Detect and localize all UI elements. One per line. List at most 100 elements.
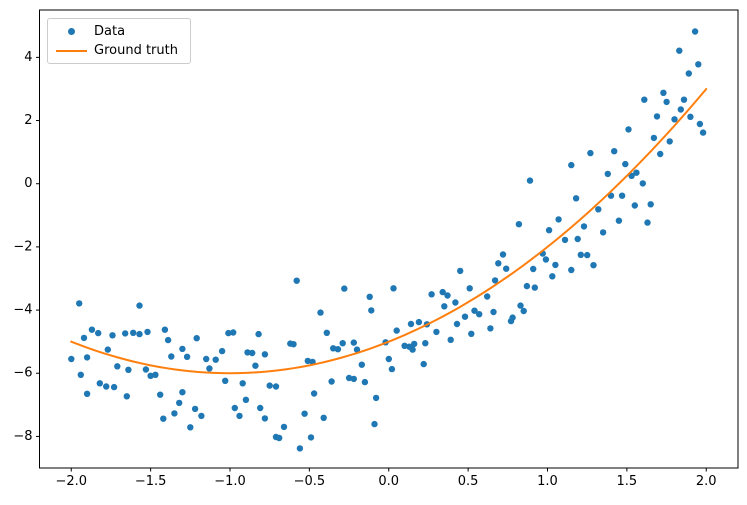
scatter-point — [699, 129, 707, 136]
scatter-point — [334, 346, 342, 353]
scatter-point — [490, 308, 497, 316]
scatter-point — [83, 354, 91, 361]
ground-truth-line-icon — [55, 49, 87, 52]
scatter-point — [447, 336, 454, 343]
scatter-point — [88, 326, 96, 333]
scatter-point — [615, 217, 623, 224]
scatter-point — [290, 341, 297, 348]
scatter-point — [203, 355, 210, 363]
scatter-point — [580, 223, 588, 230]
scatter-point — [83, 390, 91, 397]
scatter-point — [568, 161, 575, 169]
scatter-point — [441, 303, 448, 310]
scatter-point — [104, 346, 112, 353]
scatter-point — [350, 339, 357, 346]
scatter-point — [552, 261, 559, 269]
scatter-point — [633, 169, 640, 176]
scatter-point — [68, 355, 75, 363]
plot-area: −2.0 −1.5 −1.0 −0.5 0.0 0.5 1.0 1.5 2.0 4 2 0 −2 −4 −… — [13, 9, 739, 489]
y-tick-label: −2 — [13, 239, 32, 254]
scatter-point — [183, 353, 191, 360]
scatter-point — [171, 410, 178, 417]
legend-label-data: Data — [94, 24, 126, 39]
scatter-point — [388, 365, 396, 373]
scatter-point — [628, 172, 635, 179]
scatter-point — [680, 96, 688, 103]
scatter-point — [296, 445, 304, 452]
scatter-point — [328, 378, 335, 385]
scatter-point — [353, 346, 361, 353]
scatter-point — [622, 160, 629, 168]
x-tick-label: 0.5 — [458, 474, 479, 489]
y-tick-label: 4 — [24, 50, 32, 65]
scatter-point — [471, 307, 478, 314]
scatter-point — [433, 328, 440, 336]
scatter-point — [549, 273, 556, 280]
scatter-point — [142, 366, 150, 373]
y-tick-label: −6 — [13, 366, 32, 381]
scatter-point — [507, 317, 515, 325]
scatter-point — [179, 389, 186, 396]
scatter-point — [641, 96, 648, 103]
scatter-point — [503, 265, 510, 272]
scatter-point — [252, 362, 259, 369]
scatter-point — [491, 277, 499, 284]
scatter-point — [647, 201, 654, 208]
legend-entry-data: Data — [48, 24, 182, 39]
scatter-point — [439, 288, 446, 296]
scatter-point — [611, 148, 618, 155]
scatter-point — [276, 434, 283, 442]
scatter-point — [422, 340, 429, 347]
scatter-point — [272, 383, 280, 390]
scatter-point — [225, 329, 232, 337]
scatter-point — [147, 372, 154, 379]
scatter-point — [239, 380, 246, 387]
scatter-point — [644, 219, 651, 226]
scatter-point — [520, 307, 527, 315]
x-tick-label: 1.0 — [537, 474, 558, 489]
x-tick-label: −0.5 — [294, 474, 326, 489]
scatter-point — [676, 47, 683, 54]
scatter-point — [307, 434, 315, 441]
scatter-point — [222, 377, 229, 384]
scatter-point — [618, 192, 626, 199]
scatter-point — [531, 284, 538, 291]
scatter-point — [361, 378, 369, 386]
scatter-point — [561, 236, 569, 244]
scatter-point — [218, 347, 226, 355]
scatter-point — [77, 371, 85, 378]
scatter-point — [545, 227, 553, 234]
scatter-point — [109, 332, 116, 339]
scatter-point — [152, 371, 159, 378]
x-tick-label: 2.0 — [696, 474, 717, 489]
scatter-point — [96, 380, 104, 387]
scatter-point — [572, 195, 580, 202]
x-tick-label: −1.0 — [214, 474, 246, 489]
scatter-point — [428, 291, 435, 298]
scatter-point — [350, 375, 357, 383]
scatter-point — [461, 313, 469, 320]
legend-marker-cell — [48, 49, 94, 52]
scatter-point — [393, 327, 400, 334]
y-axis: 4 2 0 −2 −4 −6 −8 — [13, 50, 40, 444]
scatter-point — [590, 262, 597, 269]
scatter-point — [123, 393, 130, 400]
scatter-point — [484, 293, 491, 300]
scatter-point — [249, 349, 256, 357]
y-tick-label: −4 — [13, 303, 32, 318]
scatter-point — [476, 311, 483, 318]
scatter-point — [372, 394, 380, 402]
scatter-point — [687, 113, 694, 121]
scatter-point — [242, 396, 250, 403]
scatter-point — [415, 318, 423, 326]
scatter-point — [193, 335, 200, 342]
scatter-point — [176, 399, 183, 407]
scatter-point — [420, 360, 427, 368]
scatter-point — [130, 329, 137, 336]
scatter-point — [625, 126, 632, 133]
scatter-point — [236, 412, 243, 420]
scatter-point — [663, 98, 670, 106]
scatter-point — [517, 302, 524, 309]
scatter-point — [187, 424, 194, 431]
